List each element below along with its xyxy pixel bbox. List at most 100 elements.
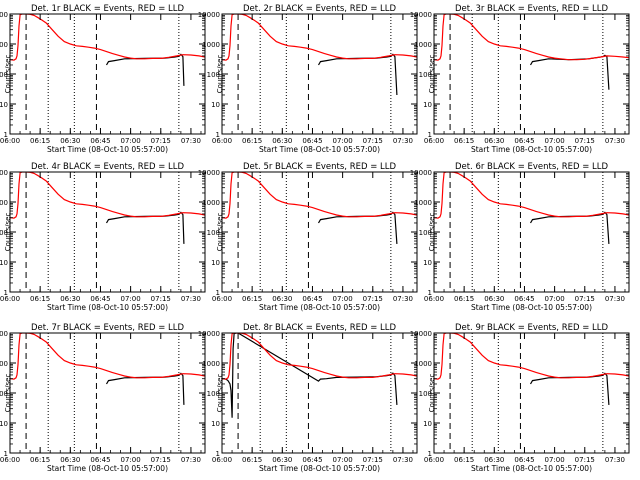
x-axis-label: Start Time (08-Oct-10 05:57:00) [259, 464, 380, 473]
chart-panel-6: Det. 6r BLACK = Events, RED = LLD 1 10 100 1… [410, 162, 630, 312]
y-tick-label: 100 [0, 229, 8, 237]
y-tick-label: 1000 [0, 360, 8, 368]
y-tick-label: 10000 [198, 169, 220, 177]
y-tick-label: 1000 [202, 199, 220, 207]
chart-title: Det. 3r BLACK = Events, RED = LLD [455, 4, 609, 14]
x-tick-label: 06:45 [90, 295, 110, 303]
x-tick-label: 06:45 [514, 295, 534, 303]
y-tick-label: 1 [428, 450, 432, 458]
y-tick-label: 1 [216, 131, 220, 139]
x-tick-label: 07:15 [575, 137, 595, 145]
y-tick-label: 100 [419, 71, 432, 79]
x-tick-label: 06:30 [484, 137, 504, 145]
y-tick-label: 1 [4, 289, 8, 297]
chart-panel-1: Det. 1r BLACK = Events, RED = LLD 1 10 100 1… [0, 4, 206, 154]
x-tick-label: 07:15 [575, 456, 595, 464]
y-axis-label: Counts/sec [216, 55, 224, 94]
chart-panel-7: Det. 7r BLACK = Events, RED = LLD 1 10 100 1… [0, 323, 206, 473]
x-tick-label: 06:15 [242, 137, 262, 145]
x-axis-label: Start Time (08-Oct-10 05:57:00) [471, 464, 592, 473]
chart-panel-4: Det. 4r BLACK = Events, RED = LLD 1 10 100 1… [0, 162, 206, 312]
y-axis-label: Counts/sec [4, 213, 12, 252]
lld-series-line [10, 172, 205, 219]
x-tick-label: 06:00 [0, 295, 20, 303]
chart-title: Det. 4r BLACK = Events, RED = LLD [31, 162, 185, 172]
x-tick-label: 07:15 [363, 456, 383, 464]
x-tick-label: 06:30 [272, 456, 292, 464]
x-axis-label: Start Time (08-Oct-10 05:57:00) [259, 303, 380, 312]
x-tick-label: 07:30 [393, 137, 413, 145]
lld-series-line [434, 333, 629, 380]
x-tick-label: 06:30 [272, 295, 292, 303]
x-tick-label: 06:00 [0, 456, 20, 464]
lld-series-line [222, 14, 417, 61]
y-tick-label: 1 [216, 289, 220, 297]
x-tick-label: 06:15 [242, 295, 262, 303]
x-axis-label: Start Time (08-Oct-10 05:57:00) [471, 303, 592, 312]
x-tick-label: 07:30 [181, 456, 201, 464]
x-tick-label: 07:30 [393, 295, 413, 303]
y-tick-label: 100 [207, 71, 220, 79]
x-axis-label: Start Time (08-Oct-10 05:57:00) [47, 303, 168, 312]
y-tick-label: 10 [423, 420, 432, 428]
panels: Det. 1r BLACK = Events, RED = LLD 1 10 100 1… [0, 4, 630, 473]
lld-series-line [434, 14, 629, 61]
x-tick-label: 07:00 [121, 295, 141, 303]
x-tick-label: 07:15 [363, 137, 383, 145]
y-axis-label: Counts/sec [428, 213, 436, 252]
x-tick-label: 06:15 [454, 295, 474, 303]
chart-panel-9: Det. 9r BLACK = Events, RED = LLD 1 10 100 1… [410, 323, 630, 473]
x-tick-label: 06:00 [212, 137, 232, 145]
y-axis-label: Counts/sec [216, 213, 224, 252]
x-tick-label: 07:30 [605, 137, 625, 145]
y-tick-label: 100 [207, 229, 220, 237]
x-tick-label: 07:00 [121, 137, 141, 145]
x-axis-label: Start Time (08-Oct-10 05:57:00) [471, 145, 592, 154]
y-tick-label: 10000 [410, 11, 432, 19]
y-tick-label: 1000 [0, 199, 8, 207]
x-tick-label: 07:15 [151, 137, 171, 145]
y-tick-label: 10000 [198, 11, 220, 19]
y-tick-label: 100 [0, 390, 8, 398]
y-tick-label: 10000 [0, 11, 8, 19]
x-tick-label: 06:45 [302, 137, 322, 145]
x-tick-label: 07:00 [545, 137, 565, 145]
y-axis-label: Counts/sec [428, 374, 436, 413]
chart-title: Det. 5r BLACK = Events, RED = LLD [243, 162, 397, 172]
chart-panel-5: Det. 5r BLACK = Events, RED = LLD 1 10 100 1… [198, 162, 418, 312]
chart-title: Det. 1r BLACK = Events, RED = LLD [31, 4, 185, 14]
chart-panel-3: Det. 3r BLACK = Events, RED = LLD 1 10 100 1… [410, 4, 630, 154]
y-tick-label: 10 [211, 259, 220, 267]
x-tick-label: 06:30 [60, 137, 80, 145]
y-tick-label: 10 [0, 420, 8, 428]
y-tick-label: 100 [207, 390, 220, 398]
x-tick-label: 07:00 [333, 137, 353, 145]
x-tick-label: 07:30 [181, 295, 201, 303]
x-tick-label: 07:30 [605, 295, 625, 303]
x-tick-label: 06:00 [424, 456, 444, 464]
x-tick-label: 07:15 [151, 295, 171, 303]
y-tick-label: 10000 [410, 169, 432, 177]
chart-panel-8: Det. 8r BLACK = Events, RED = LLD 1 10 100 1… [198, 323, 418, 473]
x-tick-label: 07:00 [333, 295, 353, 303]
y-tick-label: 10000 [198, 330, 220, 338]
chart-panel-2: Det. 2r BLACK = Events, RED = LLD 1 10 100 1… [198, 4, 418, 154]
x-tick-label: 06:00 [424, 137, 444, 145]
x-tick-label: 06:15 [30, 295, 50, 303]
x-tick-label: 06:15 [454, 137, 474, 145]
y-tick-label: 100 [419, 229, 432, 237]
y-axis-label: Counts/sec [428, 55, 436, 94]
x-axis-label: Start Time (08-Oct-10 05:57:00) [259, 145, 380, 154]
x-tick-label: 06:45 [302, 456, 322, 464]
chart-title: Det. 6r BLACK = Events, RED = LLD [455, 162, 609, 172]
x-tick-label: 06:15 [30, 137, 50, 145]
y-tick-label: 1 [428, 131, 432, 139]
x-tick-label: 06:00 [212, 456, 232, 464]
x-tick-label: 06:00 [212, 295, 232, 303]
x-tick-label: 06:45 [90, 137, 110, 145]
x-tick-label: 07:30 [605, 456, 625, 464]
x-tick-label: 06:00 [0, 137, 20, 145]
x-tick-label: 07:15 [575, 295, 595, 303]
